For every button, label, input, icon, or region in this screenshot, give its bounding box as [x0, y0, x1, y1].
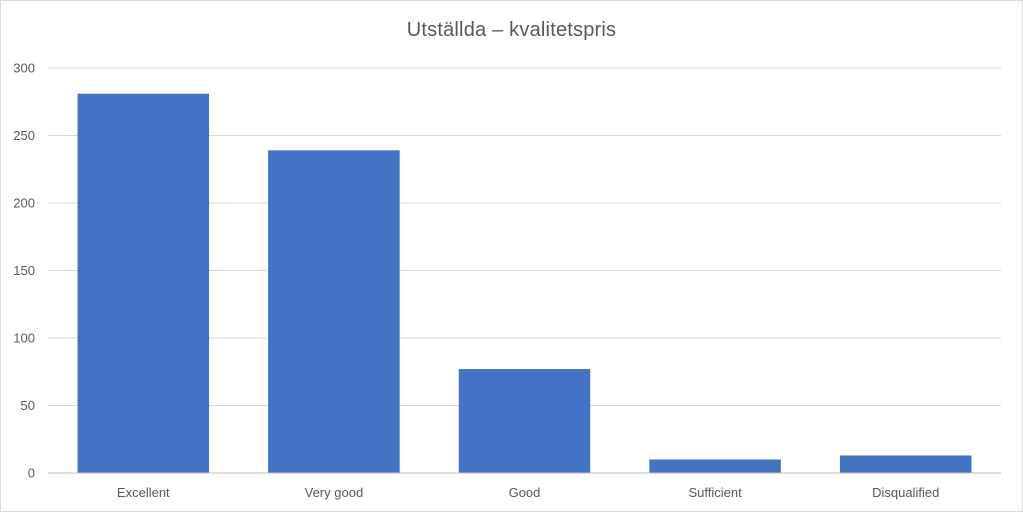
y-tick-label: 100 [13, 331, 35, 346]
y-tick-label: 50 [21, 398, 35, 413]
y-tick-label: 150 [13, 263, 35, 278]
bar-excellent [77, 93, 210, 474]
x-tick-label: Excellent [117, 485, 170, 500]
bar-very-good [268, 150, 400, 473]
bars [77, 93, 972, 474]
x-tick-label: Good [509, 485, 541, 500]
x-tick-label: Very good [305, 485, 364, 500]
y-tick-label: 0 [28, 466, 35, 481]
chart-title: Utställda – kvalitetspris [406, 19, 617, 41]
y-tick-label: 250 [13, 128, 35, 143]
x-tick-label: Disqualified [872, 485, 939, 500]
y-axis-ticks: 0 50 100 150 200 250 300 [13, 61, 35, 481]
y-tick-label: 300 [13, 61, 35, 76]
x-axis-labels: Excellent Very good Good Sufficient Disquali… [117, 485, 939, 500]
y-tick-label: 200 [13, 196, 35, 211]
bar-disqualified [839, 455, 972, 473]
bar-sufficient [649, 459, 781, 473]
x-tick-label: Sufficient [688, 485, 742, 500]
bar-good [458, 369, 591, 473]
